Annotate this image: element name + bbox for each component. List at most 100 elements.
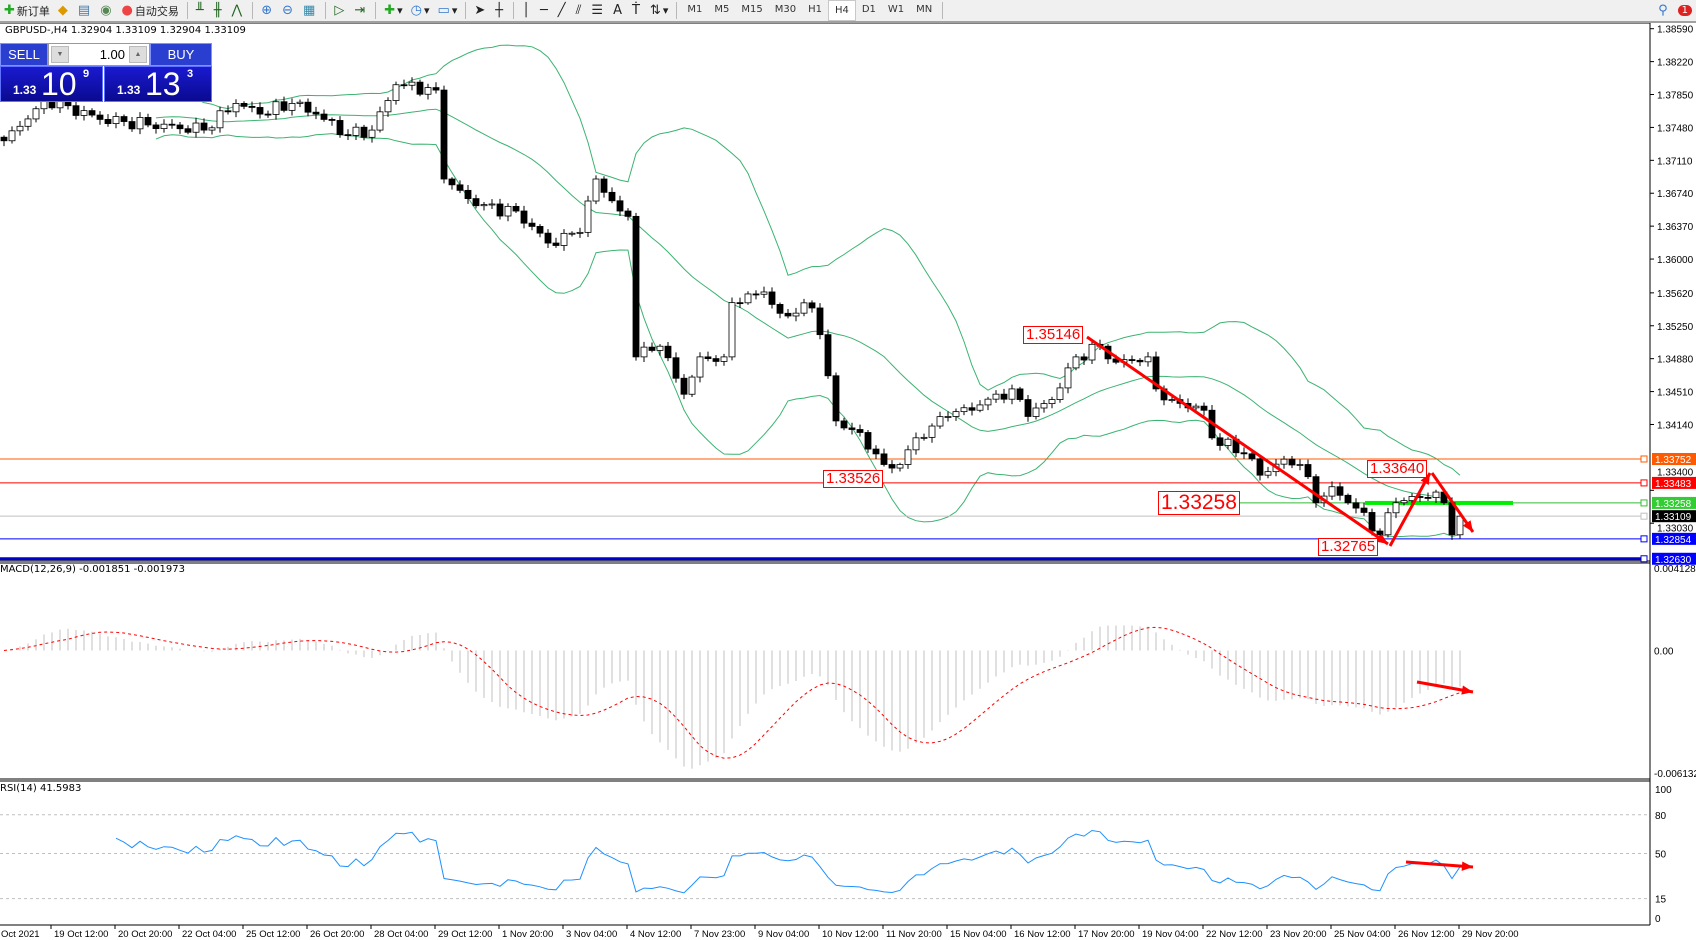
- buy-price-tile[interactable]: 1.33 13 3: [104, 66, 212, 102]
- price-tick-label: 1.37110: [1657, 156, 1693, 167]
- price-label-low[interactable]: 1.33526: [823, 470, 884, 488]
- rsi-forecast-arrow[interactable]: [1405, 860, 1474, 869]
- candle-bull: [1088, 343, 1096, 361]
- candle-bear: [1376, 530, 1384, 536]
- candle-bear: [1424, 497, 1432, 499]
- trendline-button[interactable]: ╱: [554, 1, 572, 20]
- candle-chart-button[interactable]: ╫: [210, 1, 228, 20]
- candle-bear: [464, 189, 472, 199]
- level-handle[interactable]: [1640, 455, 1648, 463]
- horizontal-line-icon: ─: [539, 3, 548, 18]
- sell-button[interactable]: SELL: [0, 43, 48, 66]
- notifications-button[interactable]: 1: [1674, 1, 1696, 20]
- macd-axis-label: -0.006132: [1654, 769, 1696, 780]
- candle-bear: [224, 110, 232, 113]
- level-price-tag-label: 1.33109: [1655, 512, 1692, 523]
- candle-bear: [776, 304, 784, 314]
- downtrend-arrow[interactable]: [1086, 335, 1389, 546]
- bar-chart-button[interactable]: ╨: [192, 1, 210, 20]
- timeframe-mn[interactable]: MN: [916, 4, 933, 15]
- crosshair-button[interactable]: ┼: [491, 1, 509, 20]
- templates-button[interactable]: ▭ ▾: [437, 3, 458, 18]
- candle-bear: [1216, 437, 1224, 446]
- text-button[interactable]: A: [609, 1, 628, 20]
- channel-button[interactable]: ⫽: [572, 1, 588, 20]
- horizontal-line-button[interactable]: ─: [536, 1, 554, 20]
- fibonacci-button[interactable]: ☰: [587, 1, 609, 20]
- candle-bear: [704, 356, 712, 359]
- rsi-forecast-arrow-head: [1461, 861, 1473, 871]
- terminal-button[interactable]: ▤: [74, 1, 96, 20]
- text-label-button[interactable]: Ṫ: [628, 1, 646, 20]
- zoom-in-button[interactable]: ⊕: [257, 1, 278, 20]
- metaeditor-button[interactable]: ◆: [54, 1, 74, 20]
- autoscroll-button[interactable]: ▷: [330, 1, 350, 20]
- lot-value: 1.00: [99, 47, 125, 62]
- candle-bull: [592, 178, 600, 202]
- support-zone-bar[interactable]: [1365, 500, 1513, 505]
- timeframe-h1[interactable]: H1: [808, 4, 822, 15]
- candle-bull: [640, 346, 648, 358]
- auto-trading-icon: ●: [121, 3, 133, 18]
- buy-price-pips: 13: [145, 66, 181, 102]
- price-label-current-level[interactable]: 1.33258: [1158, 491, 1240, 515]
- level-handle[interactable]: [1640, 479, 1648, 487]
- candle-bull: [656, 345, 664, 351]
- vertical-line-button[interactable]: │: [518, 1, 536, 20]
- level-handle[interactable]: [1640, 555, 1648, 563]
- candle-bear: [1448, 502, 1456, 536]
- price-label-recent-low[interactable]: 1.32765: [1318, 538, 1379, 556]
- line-chart-button[interactable]: ⋀: [228, 1, 249, 20]
- candle-bear: [544, 232, 552, 244]
- timeframe-w1[interactable]: W1: [887, 4, 905, 15]
- lot-decrease-button[interactable]: ▼: [51, 46, 69, 63]
- candle-bear: [472, 198, 480, 207]
- buy-button[interactable]: BUY: [150, 43, 212, 66]
- indicators-button[interactable]: ✚ ▾: [384, 3, 403, 18]
- lot-increase-button[interactable]: ▲: [129, 46, 147, 63]
- cursor-button[interactable]: ➤: [470, 1, 491, 20]
- timeframe-m1[interactable]: M1: [687, 4, 703, 15]
- sell-price-tile[interactable]: 1.33 10 9: [0, 66, 103, 102]
- auto-trading-button[interactable]: ● 自动交易: [118, 1, 183, 20]
- rsi-axis-label: 50: [1655, 850, 1667, 861]
- candle-bear: [848, 427, 856, 430]
- level-handle[interactable]: [1640, 499, 1648, 507]
- level-handle[interactable]: [1640, 512, 1648, 520]
- rebound-arrow[interactable]: [1388, 472, 1432, 547]
- tile-windows-button[interactable]: ▦: [299, 1, 321, 20]
- forecast-down-arrow[interactable]: [1430, 472, 1475, 533]
- separator: [325, 2, 327, 19]
- candle-bear: [1128, 359, 1136, 361]
- price-label-recent-high[interactable]: 1.33640: [1367, 460, 1428, 478]
- timeframe-h4[interactable]: H4: [827, 0, 856, 21]
- timeframe-m5[interactable]: M5: [714, 4, 730, 15]
- candle-bull: [136, 117, 144, 130]
- cursor-icon: ➤: [474, 3, 486, 18]
- price-tick-label: 1.36740: [1657, 189, 1694, 200]
- candle-bull: [696, 356, 704, 378]
- timeframe-m15[interactable]: M15: [741, 4, 763, 15]
- time-axis-label: 1 Nov 20:00: [502, 929, 553, 940]
- timeframe-m30[interactable]: M30: [774, 4, 797, 15]
- search-button[interactable]: ⚲: [1654, 1, 1674, 20]
- arrows-button[interactable]: ⇅ ▾: [649, 3, 669, 18]
- candle-bear: [1312, 476, 1320, 504]
- chart-shift-button[interactable]: ⇥: [350, 1, 371, 20]
- time-axis-label: 3 Nov 04:00: [566, 929, 617, 940]
- level-price-tag: [1652, 510, 1696, 523]
- time-axis-label: 25 Nov 04:00: [1334, 929, 1391, 940]
- lot-size-input[interactable]: ▼ 1.00 ▲: [48, 43, 150, 66]
- timeframe-d1[interactable]: D1: [861, 4, 876, 15]
- new-order-button[interactable]: ✚ 新订单: [0, 1, 54, 20]
- candle-bull: [992, 393, 1000, 400]
- zoom-out-button[interactable]: ⊖: [278, 1, 299, 20]
- signals-button[interactable]: ◉: [96, 1, 117, 20]
- candle-bear: [440, 89, 448, 180]
- candle-bull: [952, 411, 960, 417]
- price-label-high[interactable]: 1.35146: [1023, 326, 1084, 344]
- periods-button[interactable]: ◷ ▾: [410, 3, 430, 18]
- level-handle[interactable]: [1640, 535, 1648, 543]
- line-chart-icon: ⋀: [231, 3, 243, 18]
